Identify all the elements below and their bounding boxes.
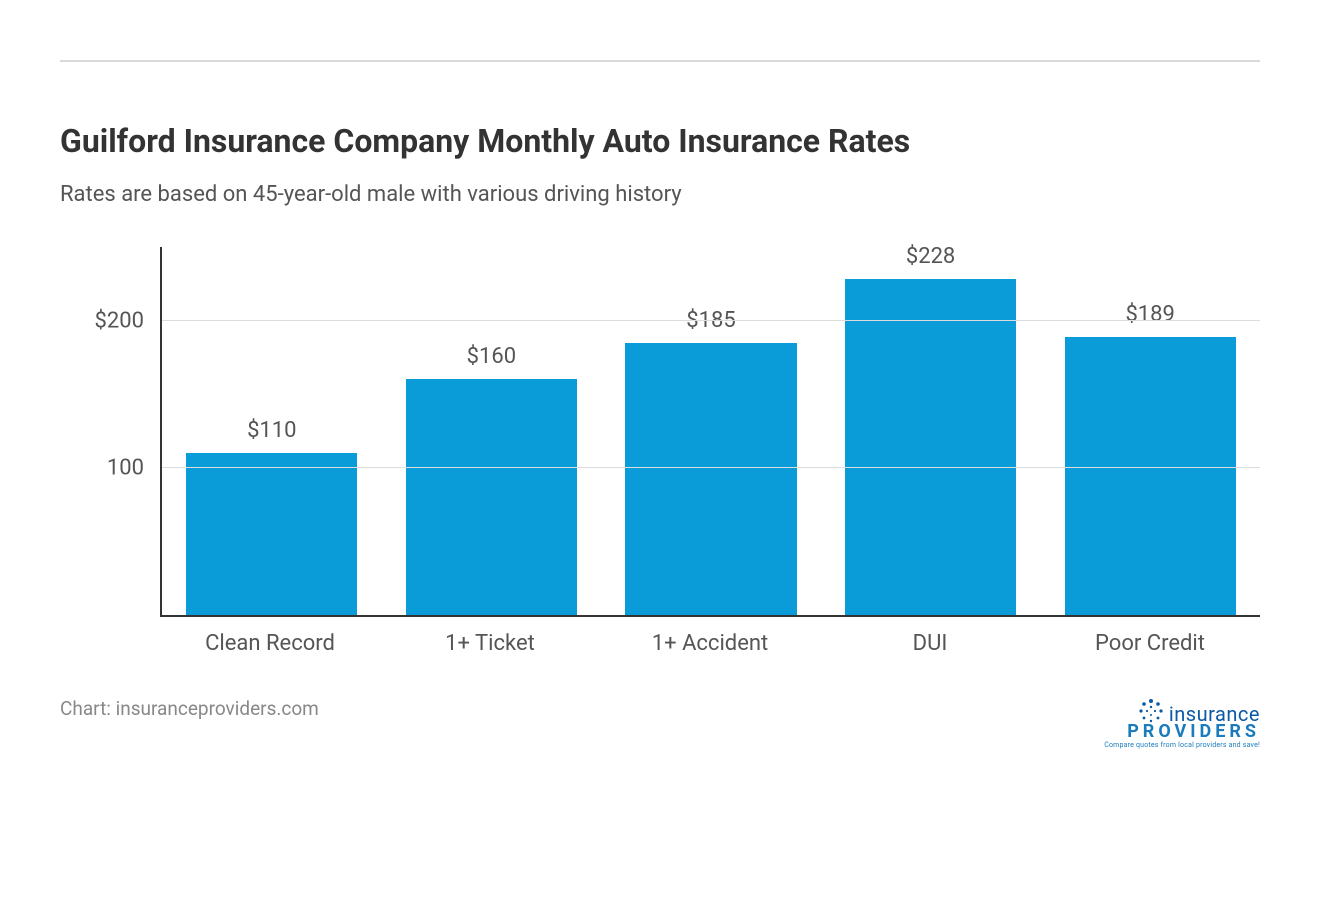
x-axis-label: 1+ Accident	[600, 617, 820, 667]
chart-subtitle: Rates are based on 45-year-old male with…	[60, 182, 1260, 207]
x-axis-labels: Clean Record1+ Ticket1+ AccidentDUIPoor …	[160, 617, 1260, 667]
chart-footer: Chart: insuranceproviders.com	[60, 697, 1260, 749]
bar: $228	[845, 279, 1016, 615]
top-divider	[60, 60, 1260, 62]
bar-value-label: $228	[906, 244, 955, 279]
plot-area: $110 $160 $185 $228 $189 100 $200	[160, 247, 1260, 617]
bar-value-label: $160	[467, 344, 516, 379]
bar-slot: $185	[601, 247, 821, 615]
bar: $189	[1065, 337, 1236, 615]
chart-container: Guilford Insurance Company Monthly Auto …	[0, 0, 1320, 789]
chart-attribution: Chart: insuranceproviders.com	[60, 697, 319, 720]
chart-title: Guilford Insurance Company Monthly Auto …	[60, 122, 1260, 160]
bar: $160	[406, 379, 577, 615]
x-axis-label: 1+ Ticket	[380, 617, 600, 667]
bars-group: $110 $160 $185 $228 $189	[162, 247, 1260, 615]
bar-slot: $110	[162, 247, 382, 615]
y-tick-label: $200	[95, 308, 162, 333]
gridline: $200	[162, 320, 1260, 321]
x-axis-label: DUI	[820, 617, 1040, 667]
x-axis-label: Clean Record	[160, 617, 380, 667]
logo-word-providers: PROVIDERS	[1104, 723, 1260, 742]
bar-slot: $228	[821, 247, 1041, 615]
provider-logo: insurance PROVIDERS Compare quotes from …	[1104, 697, 1260, 749]
y-tick-label: 100	[107, 455, 162, 480]
bar-slot: $160	[382, 247, 602, 615]
bar-value-label: $185	[686, 308, 735, 343]
x-axis-label: Poor Credit	[1040, 617, 1260, 667]
bar: $185	[625, 343, 796, 615]
logo-tagline: Compare quotes from local providers and …	[1104, 742, 1260, 749]
bar-slot: $189	[1040, 247, 1260, 615]
bar: $110	[186, 453, 357, 615]
chart-area: $110 $160 $185 $228 $189 100 $200 Clean Recor…	[70, 247, 1260, 667]
gridline: 100	[162, 467, 1260, 468]
bar-value-label: $110	[247, 418, 296, 453]
logo-swirl-icon	[1137, 697, 1165, 725]
